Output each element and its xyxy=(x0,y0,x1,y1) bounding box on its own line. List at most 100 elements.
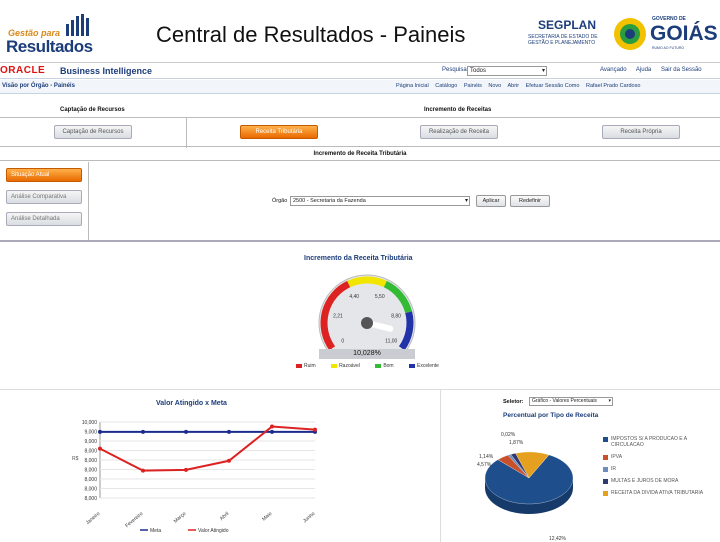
series-point xyxy=(141,429,145,434)
link-new[interactable]: Novo xyxy=(488,83,502,89)
gauge-band-1 xyxy=(347,276,387,288)
dashboard-bar: Visão por Órgão - Painéis Página Inicial… xyxy=(0,80,720,94)
legend-label: Meta xyxy=(150,528,161,534)
pie-legend-label: RECEITA DA DIVIDA ATIVA TRIBUTARIA xyxy=(611,490,704,496)
tab-row: Captação de Recursos Receita Tributária … xyxy=(0,117,720,148)
y-tick-label: 10,000 xyxy=(82,420,98,426)
reset-button[interactable]: Redefinir xyxy=(510,195,550,207)
y-tick-label: 9,000 xyxy=(84,430,97,436)
legend-swatch xyxy=(603,437,608,442)
goias-logo: GOVERNO DE GOIÁS RUMO AO FUTURO xyxy=(612,14,718,54)
orgao-select-value: 2500 - Secretaria da Fazenda xyxy=(293,198,366,204)
tab-separator xyxy=(186,118,187,148)
pie-legend: IMPOSTOS S/ A PRODUCAO E A CIRCULACAO IPV… xyxy=(603,436,713,502)
gauge-title: Incremento da Receita Tributária xyxy=(304,255,413,262)
segplan-name: SEGPLAN xyxy=(538,18,597,32)
logo-left-small: Gestão para xyxy=(8,28,61,38)
goias-tag: RUMO AO FUTURO xyxy=(652,46,685,50)
legend-excelente: Excelente xyxy=(408,363,439,369)
series-point xyxy=(184,429,188,434)
tab-receita-propria[interactable]: Receita Própria xyxy=(602,125,680,139)
legend-swatch xyxy=(375,363,382,368)
legend-swatch xyxy=(331,363,338,368)
gauge-band-0 xyxy=(320,280,351,351)
dashboard-title: Visão por Órgão - Painéis xyxy=(2,83,75,89)
link-act-as[interactable]: Efetuar Sessão Como xyxy=(525,83,580,89)
section-head-left: Captação de Recursos xyxy=(60,107,125,113)
section-head-right: Incremento de Receitas xyxy=(424,107,492,113)
orgao-select[interactable]: 2500 - Secretaria da Fazenda ▾ xyxy=(290,196,470,206)
legend-label: Valor Atingido xyxy=(198,528,229,534)
gauge-tick-label: 2,21 xyxy=(333,314,343,320)
goias-small: GOVERNO DE xyxy=(652,16,686,22)
chevron-down-icon: ▾ xyxy=(464,198,468,204)
gauge-tick-label: 11,00 xyxy=(385,339,397,345)
link-open[interactable]: Abrir xyxy=(507,83,520,89)
y-tick-label: 8,000 xyxy=(84,477,97,483)
link-dashboards[interactable]: Painéis xyxy=(463,83,482,89)
pie-slice-0 xyxy=(484,454,574,505)
side-btn-situacao[interactable]: Situação Atual xyxy=(6,168,82,182)
pie-legend-item: RECEITA DA DIVIDA ATIVA TRIBUTARIA xyxy=(603,490,713,496)
tab-captacao[interactable]: Captação de Recursos xyxy=(54,125,132,139)
series-point xyxy=(98,446,102,451)
apply-button[interactable]: Aplicar xyxy=(476,195,506,207)
pie-legend-label: IR xyxy=(611,466,616,472)
pie-legend-item: IPVA xyxy=(603,454,713,460)
gauge-panel: Incremento da Receita Tributária 0 2,21 4,… xyxy=(4,245,720,395)
pie-slice-4 xyxy=(515,451,550,479)
gauge-chart: 0 2,21 4,40 5,50 8,80 11,00 xyxy=(318,274,416,351)
search-select[interactable]: Todos ▾ xyxy=(467,66,547,76)
pie-chart-title: Percentual por Tipo de Receita xyxy=(503,412,599,419)
sub-title: Incremento de Receita Tributária xyxy=(0,149,720,161)
search-select-value: Todos xyxy=(470,68,487,74)
gauge-tick-label: 4,40 xyxy=(349,294,359,300)
gauge-band-3 xyxy=(398,311,414,351)
gauge-face xyxy=(318,274,416,351)
series-point xyxy=(227,458,231,463)
link-user[interactable]: Rafael Prado Cardoso xyxy=(585,83,641,89)
pie-data-label: 4,57% xyxy=(477,462,492,468)
slide-header: Gestão para Resultados Central de Result… xyxy=(0,0,720,62)
side-btn-comparativa[interactable]: Análise Comparativa xyxy=(6,190,82,204)
line-chart: R$ 8,000 8,000 8,000 8,000 8,000 8,000 9,000 9,0… xyxy=(72,420,317,534)
legend-swatch xyxy=(408,363,415,368)
side-btn-detalhada[interactable]: Análise Detalhada xyxy=(6,212,82,226)
link-home[interactable]: Página Inicial xyxy=(396,83,429,89)
link-help[interactable]: Ajuda xyxy=(635,67,652,73)
x-tick-label: Junho xyxy=(302,511,316,524)
legend-swatch xyxy=(296,363,302,368)
link-advanced[interactable]: Avançado xyxy=(600,67,627,73)
logo-left-big: Resultados xyxy=(6,37,93,56)
gestao-resultados-logo: Gestão para Resultados xyxy=(4,10,94,56)
y-tick-label: 8,000 xyxy=(84,496,97,502)
obi-top-bar: ORACLE Business Intelligence Pesquisar T… xyxy=(0,63,720,79)
sub-navigation: Situação Atual Análise Comparativa Análi… xyxy=(0,162,720,242)
line-chart-title: Valor Atingido x Meta xyxy=(156,400,227,407)
pie-legend-item: MULTAS E JUROS DE MORA xyxy=(603,478,713,484)
gauge-band-2 xyxy=(383,280,413,314)
x-tick-label: Janeiro xyxy=(85,511,102,526)
logo-bars-icon xyxy=(66,14,89,36)
selector-label: Seletor: xyxy=(503,399,524,405)
tab-receita-tributaria[interactable]: Receita Tributária xyxy=(240,125,318,139)
oracle-logo: ORACLE xyxy=(0,65,46,76)
bi-label: Business Intelligence xyxy=(60,66,153,76)
chart-selector[interactable]: Gráfico - Valores Percentuais ▾ xyxy=(529,397,613,406)
side-separator xyxy=(88,162,89,240)
y-tick-label: 8,000 xyxy=(84,487,97,493)
link-catalog[interactable]: Catálogo xyxy=(435,83,458,89)
series-point xyxy=(184,467,188,472)
pie-data-label: 12,42% xyxy=(549,536,567,542)
link-logout[interactable]: Sair da Sessão xyxy=(660,67,702,73)
series-point xyxy=(98,429,102,434)
tab-realizacao[interactable]: Realização de Receita xyxy=(420,125,498,139)
legend-swatch xyxy=(603,455,608,460)
y-tick-label: 9,000 xyxy=(84,439,97,445)
search-label: Pesquisar xyxy=(442,67,469,73)
chevron-down-icon: ▾ xyxy=(608,398,611,404)
pie-legend-label: MULTAS E JUROS DE MORA xyxy=(611,478,679,484)
legend-ruim: Ruim xyxy=(296,363,316,369)
chevron-down-icon: ▾ xyxy=(541,68,545,74)
pie-data-label: 0,02% xyxy=(501,432,516,438)
